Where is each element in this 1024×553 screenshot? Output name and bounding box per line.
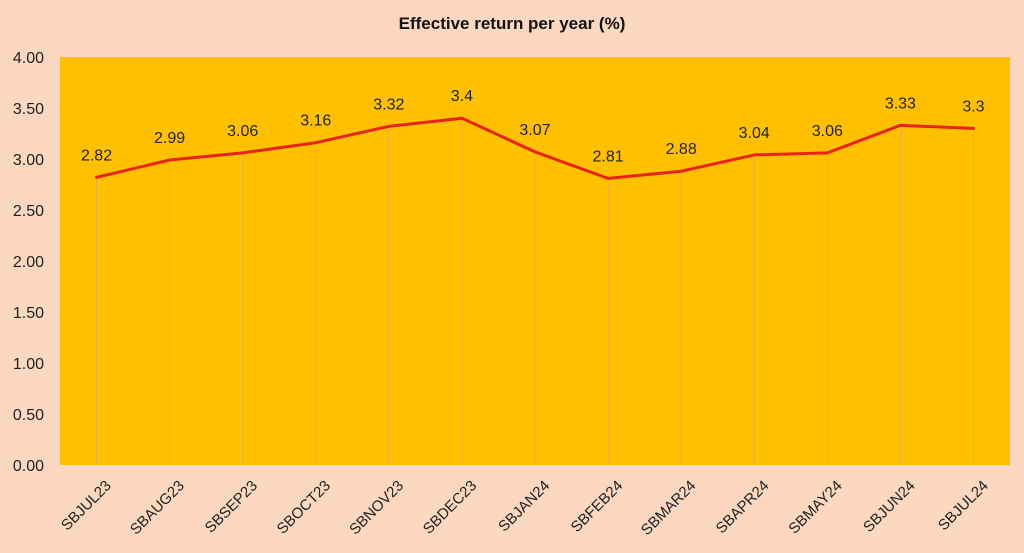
data-point (241, 151, 245, 155)
y-tick-label: 0.50 (13, 407, 44, 424)
data-point (95, 175, 99, 179)
data-point (460, 116, 464, 120)
data-point (314, 141, 318, 145)
data-point (679, 169, 683, 173)
x-tick-label: SBJUN24 (860, 477, 919, 536)
data-point (387, 124, 391, 128)
data-label: 3.3 (962, 98, 984, 115)
data-label: 3.06 (227, 123, 258, 140)
x-tick-label: SBMAR24 (638, 477, 700, 539)
y-tick-label: 3.00 (13, 152, 44, 169)
y-tick-label: 0.00 (13, 458, 44, 475)
chart-title: Effective return per year (%) (398, 14, 626, 33)
x-tick-label: SBFEB24 (568, 477, 627, 536)
x-tick-label: SBOCT23 (274, 477, 334, 537)
data-point (971, 126, 975, 130)
data-point (752, 153, 756, 157)
data-label: 3.32 (373, 96, 404, 113)
data-label: 2.81 (593, 148, 624, 165)
x-tick-label: SBMAY24 (785, 477, 845, 537)
data-label: 3.04 (739, 125, 770, 142)
data-point (898, 123, 902, 127)
x-tick-label: SBAPR24 (713, 477, 773, 537)
data-point (825, 151, 829, 155)
y-tick-label: 2.00 (13, 254, 44, 271)
data-point (533, 150, 537, 154)
x-tick-label: SBDEC23 (420, 477, 480, 537)
x-tick-label: SBAUG23 (127, 477, 188, 538)
data-label: 3.4 (451, 88, 473, 105)
y-tick-label: 1.00 (13, 356, 44, 373)
data-label: 2.99 (154, 130, 185, 147)
x-tick-label: SBNOV23 (346, 477, 407, 538)
x-tick-label: SBJUL23 (58, 477, 115, 534)
x-tick-label: SBSEP23 (202, 477, 261, 536)
y-tick-label: 3.50 (13, 101, 44, 118)
data-label: 2.88 (666, 141, 697, 158)
data-label: 3.16 (300, 113, 331, 130)
x-tick-label: SBJAN24 (495, 477, 553, 535)
y-tick-label: 1.50 (13, 305, 44, 322)
data-label: 3.33 (885, 95, 916, 112)
x-tick-label: SBJUL24 (935, 477, 992, 534)
data-point (168, 158, 172, 162)
data-point (606, 176, 610, 180)
data-label: 3.06 (812, 123, 843, 140)
y-tick-label: 2.50 (13, 203, 44, 220)
data-label: 3.07 (519, 122, 550, 139)
data-label: 2.82 (81, 147, 112, 164)
y-tick-label: 4.00 (13, 50, 44, 67)
